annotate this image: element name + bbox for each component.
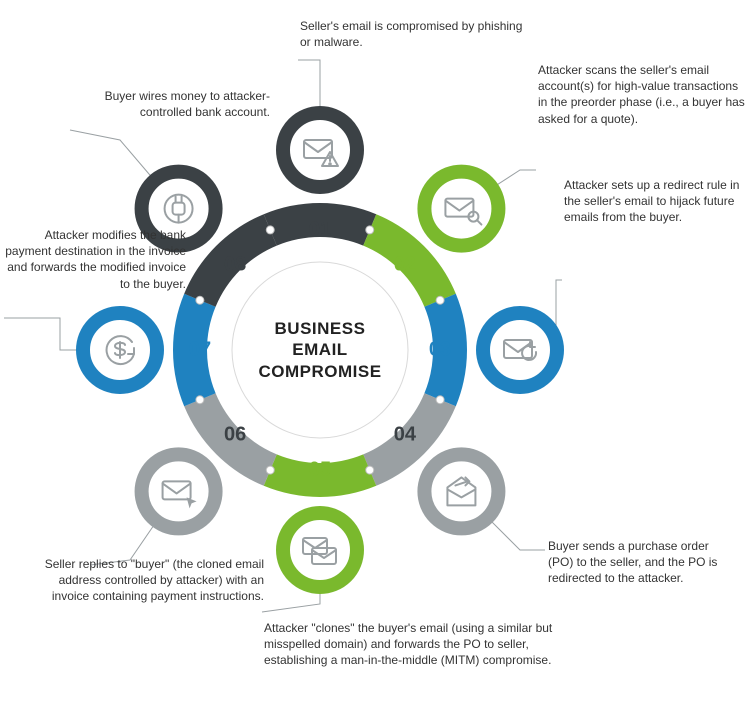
center-title-line1: BUSINESS: [240, 318, 400, 339]
step-number: 01: [309, 219, 331, 242]
ring-dot: [436, 296, 444, 304]
step-description: Seller's email is compromised by phishin…: [300, 18, 530, 50]
step-number: 05: [309, 459, 331, 482]
ring-dot: [196, 296, 204, 304]
center-title-line2: EMAIL: [240, 339, 400, 360]
ring-dot: [366, 466, 374, 474]
step-description: Buyer wires money to attacker-controlled…: [68, 88, 270, 120]
infographic-stage: BUSINESS EMAIL COMPROMISE 01 02 03 04 05 06 07…: [0, 0, 750, 701]
center-title-line3: COMPROMISE: [240, 361, 400, 382]
ring-dot: [266, 226, 274, 234]
step-number: 04: [394, 423, 416, 446]
step-description: Attacker scans the seller's email accoun…: [538, 62, 748, 127]
step-description: Attacker "clones" the buyer's email (usi…: [264, 620, 564, 669]
step-node: [424, 454, 498, 528]
step-number: 07: [189, 339, 211, 362]
step-description: Attacker modifies the bank payment desti…: [4, 227, 186, 292]
step-number: 06: [224, 423, 246, 446]
step-description: Attacker sets up a redirect rule in the …: [564, 177, 740, 226]
ring-dot: [436, 396, 444, 404]
ring-dot: [266, 466, 274, 474]
step-number: 02: [394, 254, 416, 277]
step-number: 08: [224, 254, 246, 277]
step-description: Buyer sends a purchase order (PO) to the…: [548, 538, 732, 587]
step-number: 03: [429, 339, 451, 362]
step-description: Seller replies to "buyer" (the cloned em…: [34, 556, 264, 605]
ring-dot: [196, 396, 204, 404]
center-title: BUSINESS EMAIL COMPROMISE: [240, 318, 400, 382]
step-node: [283, 513, 357, 587]
ring-dot: [366, 226, 374, 234]
